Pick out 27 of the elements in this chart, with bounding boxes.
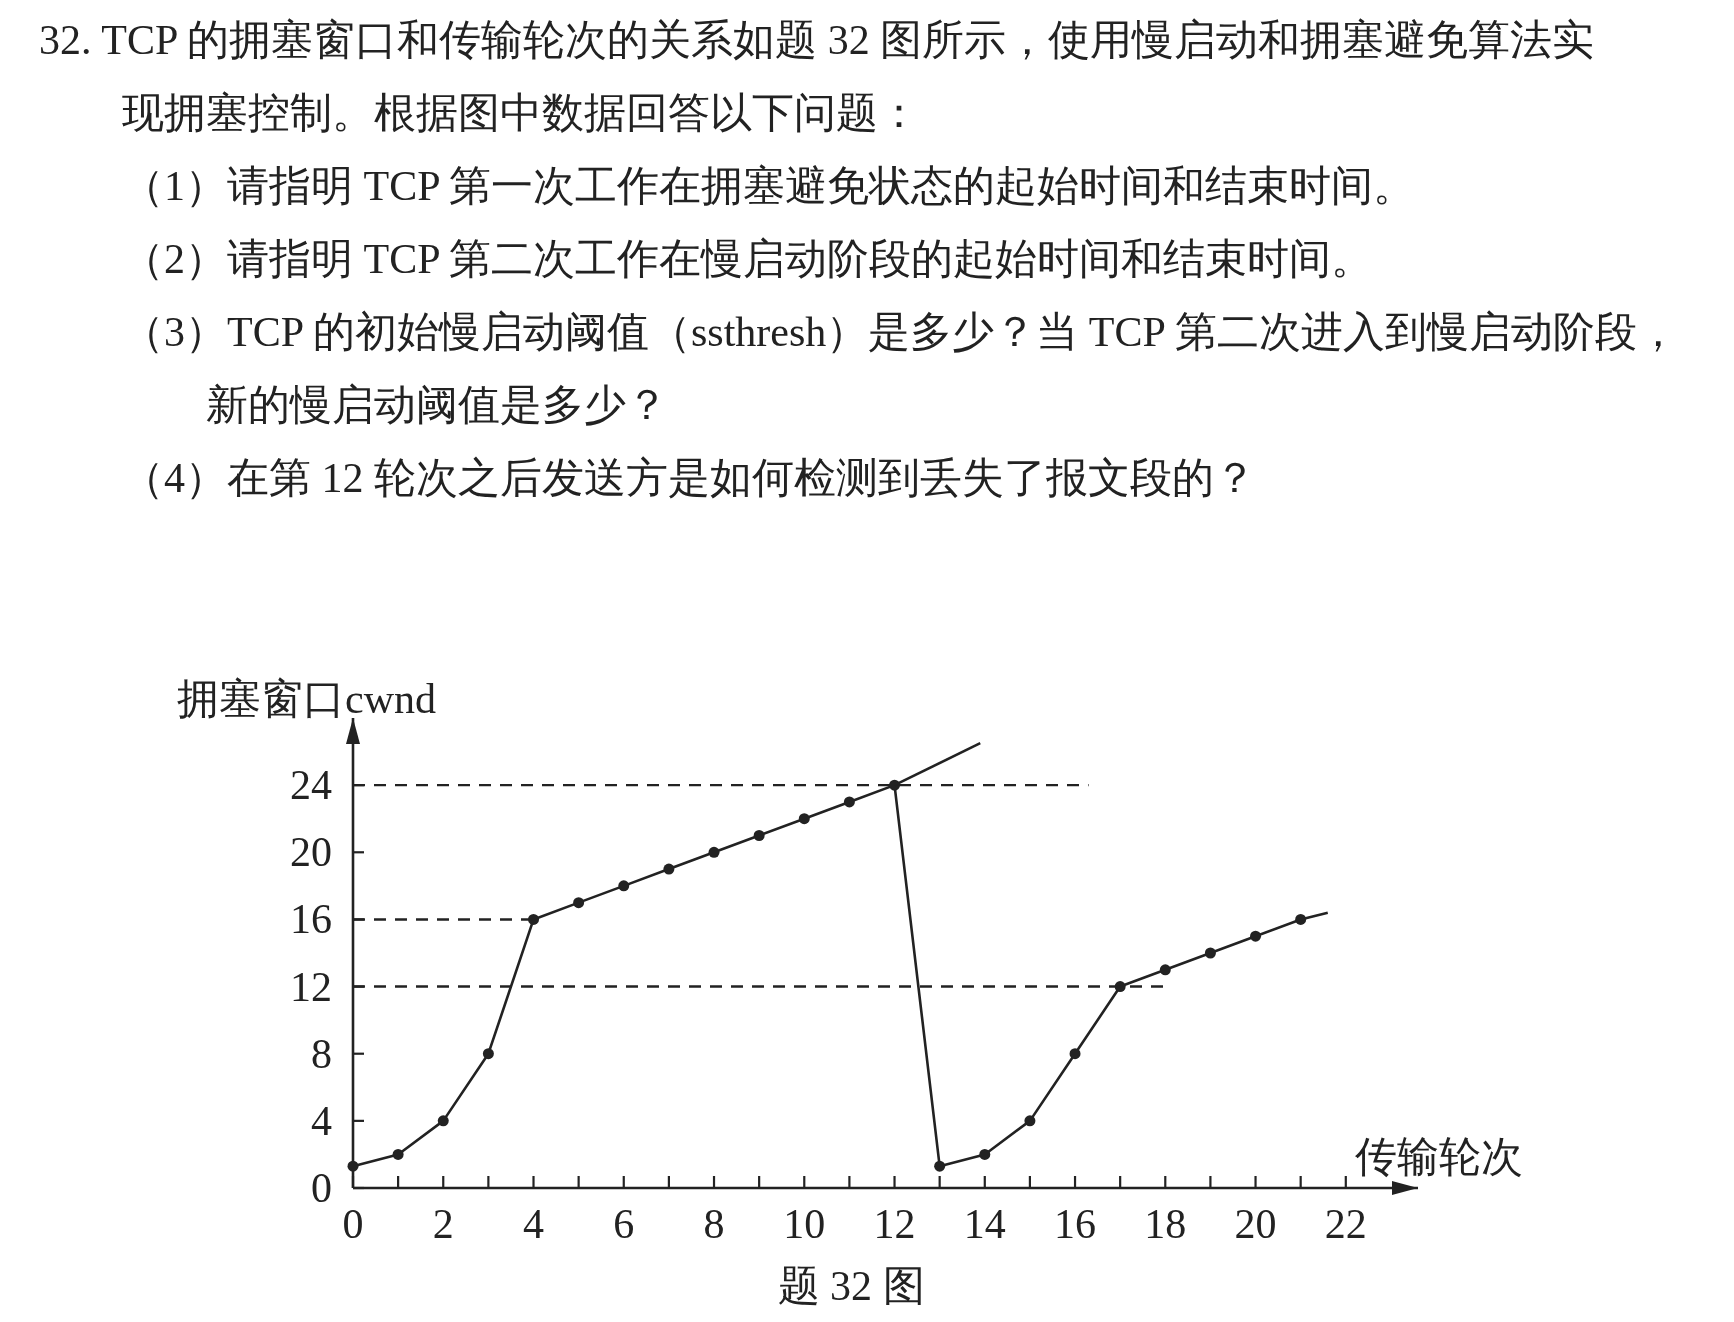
x-axis-title: 传输轮次 (1355, 1134, 1523, 1180)
y-tick-label: 4 (311, 1097, 332, 1144)
y-tick-label: 16 (290, 896, 332, 943)
y-tick-label: 12 (290, 963, 332, 1010)
y-tick-label: 24 (290, 762, 332, 809)
x-tick-label: 0 (342, 1201, 364, 1247)
x-tick-label: 16 (1054, 1201, 1097, 1247)
text: 32. TCP 的拥塞窗口和传输轮次的关系如题 32 图所示，使用慢启动和拥塞避免算法实现拥塞控制。根据图中数据回答以下问题： (39, 16, 1596, 138)
text: （1）请指明 TCP 第一次工作在拥塞避免状态的起始时间和结束时间。 (122, 162, 1417, 211)
text: 题 32 图 (777, 1263, 925, 1309)
x-tick-label: 22 (1324, 1201, 1367, 1247)
x-tick-label: 6 (613, 1201, 635, 1247)
y-tick-label: 0 (311, 1165, 332, 1211)
y-tick-label: 8 (311, 1030, 332, 1077)
x-tick-label: 10 (783, 1201, 826, 1247)
x-tick-label: 8 (703, 1201, 725, 1247)
y-tick-label: 20 (290, 829, 332, 876)
x-tick-label: 14 (963, 1201, 1006, 1247)
x-tick-label: 20 (1234, 1201, 1277, 1247)
x-tick-label: 4 (523, 1201, 545, 1247)
text: （2）请指明 TCP 第二次工作在慢启动阶段的起始时间和结束时间。 (122, 235, 1375, 284)
text: （3）TCP 的初始慢启动阈值（ssthresh）是多少？当 TCP 第二次进入到慢启动阶段，新的慢启动阈值是多少？ (122, 308, 1680, 430)
y-axis-title: 拥塞窗口cwnd (177, 676, 436, 722)
text: （4）在第 12 轮次之后发送方是如何检测到丢失了报文段的？ (122, 454, 1257, 503)
x-tick-label: 2 (432, 1201, 454, 1247)
x-tick-label: 18 (1144, 1201, 1187, 1247)
x-tick-label: 12 (873, 1201, 916, 1247)
